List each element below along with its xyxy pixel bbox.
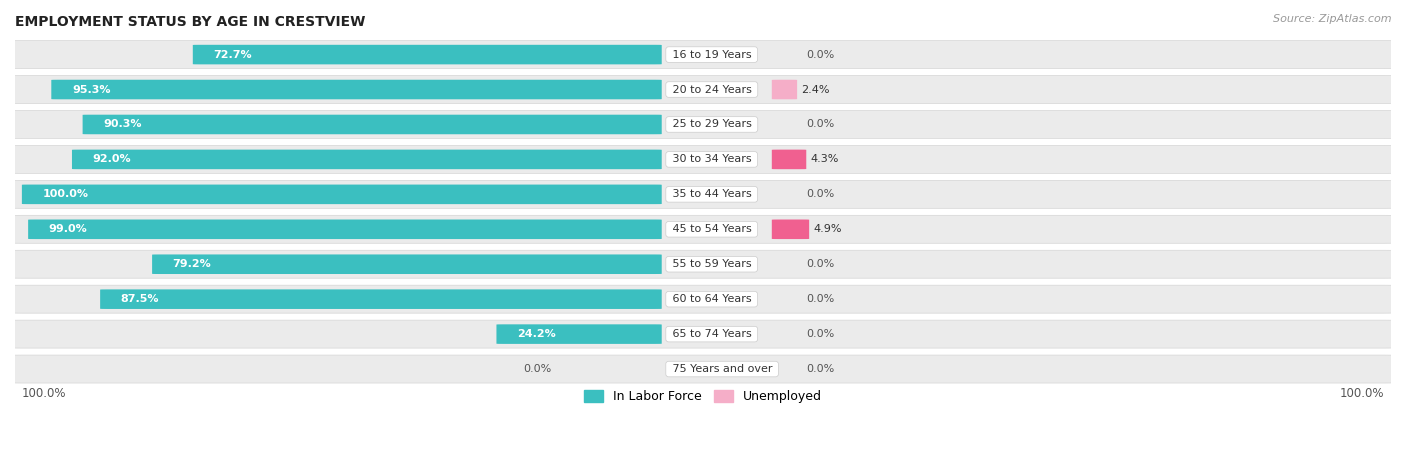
- FancyBboxPatch shape: [72, 149, 662, 169]
- FancyBboxPatch shape: [22, 184, 662, 204]
- Text: 100.0%: 100.0%: [22, 387, 66, 400]
- Text: Source: ZipAtlas.com: Source: ZipAtlas.com: [1274, 14, 1392, 23]
- Text: 0.0%: 0.0%: [806, 119, 834, 130]
- FancyBboxPatch shape: [772, 80, 797, 99]
- FancyBboxPatch shape: [8, 180, 1398, 208]
- FancyBboxPatch shape: [8, 215, 1398, 243]
- Text: 0.0%: 0.0%: [523, 364, 551, 374]
- FancyBboxPatch shape: [8, 285, 1398, 313]
- Text: 4.9%: 4.9%: [813, 224, 842, 234]
- Text: 30 to 34 Years: 30 to 34 Years: [669, 154, 755, 164]
- Text: 0.0%: 0.0%: [806, 259, 834, 269]
- Text: 0.0%: 0.0%: [806, 294, 834, 304]
- Text: EMPLOYMENT STATUS BY AGE IN CRESTVIEW: EMPLOYMENT STATUS BY AGE IN CRESTVIEW: [15, 15, 366, 29]
- Text: 87.5%: 87.5%: [121, 294, 159, 304]
- FancyBboxPatch shape: [8, 145, 1398, 173]
- Text: 2.4%: 2.4%: [801, 85, 830, 94]
- Text: 20 to 24 Years: 20 to 24 Years: [669, 85, 755, 94]
- Text: 35 to 44 Years: 35 to 44 Years: [669, 189, 755, 199]
- Text: 100.0%: 100.0%: [1340, 387, 1384, 400]
- FancyBboxPatch shape: [8, 40, 1398, 68]
- Text: 0.0%: 0.0%: [806, 329, 834, 339]
- Text: 16 to 19 Years: 16 to 19 Years: [669, 50, 755, 59]
- FancyBboxPatch shape: [100, 289, 662, 309]
- Text: 45 to 54 Years: 45 to 54 Years: [669, 224, 755, 234]
- Text: 90.3%: 90.3%: [103, 119, 142, 130]
- FancyBboxPatch shape: [51, 80, 662, 99]
- Text: 79.2%: 79.2%: [173, 259, 211, 269]
- Text: 92.0%: 92.0%: [93, 154, 131, 164]
- Text: 75 Years and over: 75 Years and over: [669, 364, 776, 374]
- FancyBboxPatch shape: [8, 111, 1398, 139]
- Legend: In Labor Force, Unemployed: In Labor Force, Unemployed: [579, 385, 827, 408]
- FancyBboxPatch shape: [8, 250, 1398, 278]
- Text: 65 to 74 Years: 65 to 74 Years: [669, 329, 755, 339]
- Text: 0.0%: 0.0%: [806, 364, 834, 374]
- Text: 55 to 59 Years: 55 to 59 Years: [669, 259, 755, 269]
- Text: 0.0%: 0.0%: [806, 50, 834, 59]
- FancyBboxPatch shape: [8, 320, 1398, 348]
- FancyBboxPatch shape: [83, 115, 662, 134]
- Text: 99.0%: 99.0%: [49, 224, 87, 234]
- FancyBboxPatch shape: [8, 76, 1398, 104]
- Text: 100.0%: 100.0%: [42, 189, 89, 199]
- FancyBboxPatch shape: [772, 149, 806, 169]
- Text: 95.3%: 95.3%: [72, 85, 111, 94]
- FancyBboxPatch shape: [8, 355, 1398, 383]
- FancyBboxPatch shape: [772, 220, 810, 239]
- Text: 4.3%: 4.3%: [810, 154, 839, 164]
- FancyBboxPatch shape: [193, 45, 662, 64]
- Text: 60 to 64 Years: 60 to 64 Years: [669, 294, 755, 304]
- Text: 72.7%: 72.7%: [214, 50, 252, 59]
- Text: 24.2%: 24.2%: [517, 329, 555, 339]
- Text: 25 to 29 Years: 25 to 29 Years: [669, 119, 755, 130]
- Text: 0.0%: 0.0%: [806, 189, 834, 199]
- FancyBboxPatch shape: [152, 254, 662, 274]
- FancyBboxPatch shape: [496, 324, 662, 344]
- FancyBboxPatch shape: [28, 220, 662, 239]
